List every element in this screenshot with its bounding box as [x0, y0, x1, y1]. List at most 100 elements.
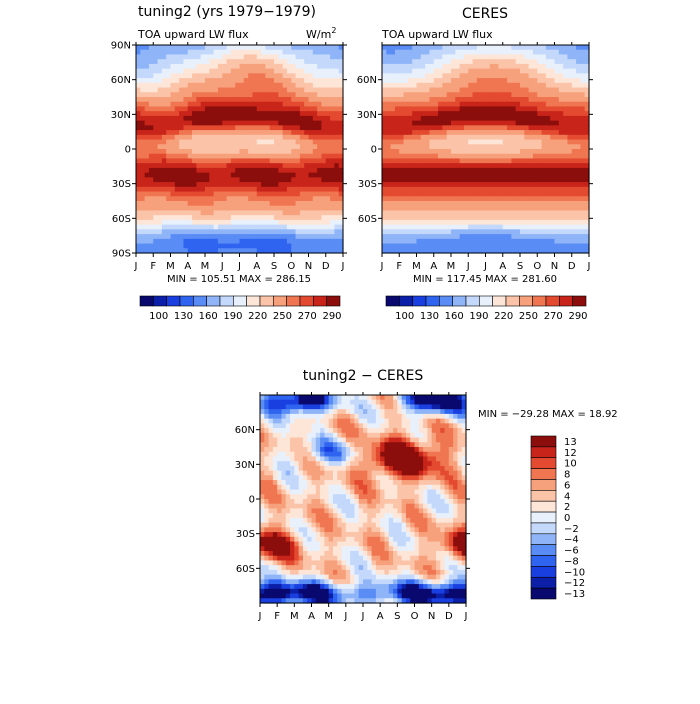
- heatmap-cell: [313, 163, 318, 168]
- heatmap-cell: [494, 78, 499, 83]
- heatmap-cell: [555, 215, 560, 220]
- heatmap-cell: [451, 163, 456, 168]
- heatmap-cell: [313, 121, 318, 126]
- heatmap-cell: [486, 173, 491, 178]
- heatmap-cell: [434, 135, 439, 140]
- heatmap-cell: [307, 400, 312, 405]
- heatmap-cell: [382, 135, 387, 140]
- heatmap-cell: [312, 419, 317, 424]
- heatmap-cell: [244, 135, 249, 140]
- heatmap-cell: [380, 419, 385, 424]
- heatmap-cell: [477, 64, 482, 69]
- heatmap-cell: [380, 423, 385, 428]
- heatmap-cell: [265, 225, 270, 230]
- heatmap-cell: [196, 163, 201, 168]
- heatmap-cell: [434, 102, 439, 107]
- heatmap-cell: [546, 220, 551, 225]
- heatmap-cell: [342, 433, 347, 438]
- heatmap-cell: [201, 163, 206, 168]
- heatmap-cell: [248, 97, 253, 102]
- heatmap-cell: [445, 423, 450, 428]
- heatmap-cell: [270, 106, 275, 111]
- heatmap-cell: [511, 229, 516, 234]
- heatmap-cell: [486, 83, 491, 88]
- heatmap-cell: [278, 88, 283, 93]
- heatmap-cell: [329, 442, 334, 447]
- heatmap-cell: [576, 83, 581, 88]
- heatmap-cell: [136, 144, 141, 149]
- heatmap-cell: [300, 177, 305, 182]
- heatmap-cell: [317, 88, 322, 93]
- heatmap-cell: [326, 182, 331, 187]
- heatmap-cell: [312, 409, 317, 414]
- heatmap-cell: [395, 215, 400, 220]
- heatmap-cell: [410, 414, 415, 419]
- heatmap-cell: [324, 428, 329, 433]
- heatmap-cell: [473, 177, 478, 182]
- heatmap-cell: [434, 106, 439, 111]
- heatmap-cell: [481, 182, 486, 187]
- heatmap-cell: [537, 88, 542, 93]
- heatmap-cell: [162, 130, 167, 135]
- heatmap-cell: [425, 187, 430, 192]
- heatmap-cell: [412, 50, 417, 55]
- heatmap-cell: [498, 54, 503, 59]
- heatmap-cell: [550, 192, 555, 197]
- heatmap-cell: [299, 414, 304, 419]
- heatmap-cell: [240, 173, 245, 178]
- heatmap-cell: [507, 69, 512, 74]
- heatmap-cell: [421, 215, 426, 220]
- heatmap-cell: [321, 106, 326, 111]
- heatmap-cell: [244, 158, 249, 163]
- heatmap-cell: [291, 229, 296, 234]
- heatmap-cell: [162, 187, 167, 192]
- heatmap-cell: [166, 234, 171, 239]
- heatmap-cell: [391, 73, 396, 78]
- heatmap-cell: [511, 140, 516, 145]
- heatmap-cell: [451, 196, 456, 201]
- heatmap-cell: [153, 234, 158, 239]
- heatmap-cell: [192, 192, 197, 197]
- heatmap-cell: [481, 225, 486, 230]
- heatmap-cell: [524, 229, 529, 234]
- heatmap-cell: [425, 125, 430, 130]
- heatmap-cell: [440, 438, 445, 443]
- heatmap-cell: [511, 54, 516, 59]
- heatmap-cell: [162, 163, 167, 168]
- heatmap-cell: [166, 64, 171, 69]
- heatmap-cell: [399, 102, 404, 107]
- heatmap-cell: [432, 442, 437, 447]
- heatmap-cell: [442, 210, 447, 215]
- heatmap-cell: [278, 163, 283, 168]
- heatmap-cell: [520, 121, 525, 126]
- heatmap-cell: [455, 116, 460, 121]
- heatmap-cell: [252, 50, 257, 55]
- heatmap-cell: [270, 78, 275, 83]
- heatmap-cell: [274, 196, 279, 201]
- heatmap-cell: [183, 140, 188, 145]
- heatmap-cell: [438, 239, 443, 244]
- heatmap-cell: [442, 168, 447, 173]
- heatmap-cell: [520, 173, 525, 178]
- heatmap-cell: [486, 97, 491, 102]
- heatmap-cell: [281, 433, 286, 438]
- heatmap-cell: [429, 83, 434, 88]
- heatmap-cell: [162, 140, 167, 145]
- heatmap-cell: [415, 433, 420, 438]
- heatmap-cell: [273, 400, 278, 405]
- heatmap-cell: [278, 201, 283, 206]
- heatmap-cell: [264, 442, 269, 447]
- heatmap-cell: [140, 163, 145, 168]
- heatmap-cell: [516, 97, 521, 102]
- heatmap-cell: [283, 234, 288, 239]
- heatmap-cell: [324, 419, 329, 424]
- heatmap-cell: [516, 215, 521, 220]
- heatmap-cell: [550, 102, 555, 107]
- heatmap-cell: [317, 83, 322, 88]
- heatmap-cell: [537, 244, 542, 249]
- heatmap-cell: [425, 140, 430, 145]
- heatmap-cell: [342, 414, 347, 419]
- heatmap-cell: [196, 206, 201, 211]
- heatmap-cell: [468, 97, 473, 102]
- heatmap-cell: [227, 229, 232, 234]
